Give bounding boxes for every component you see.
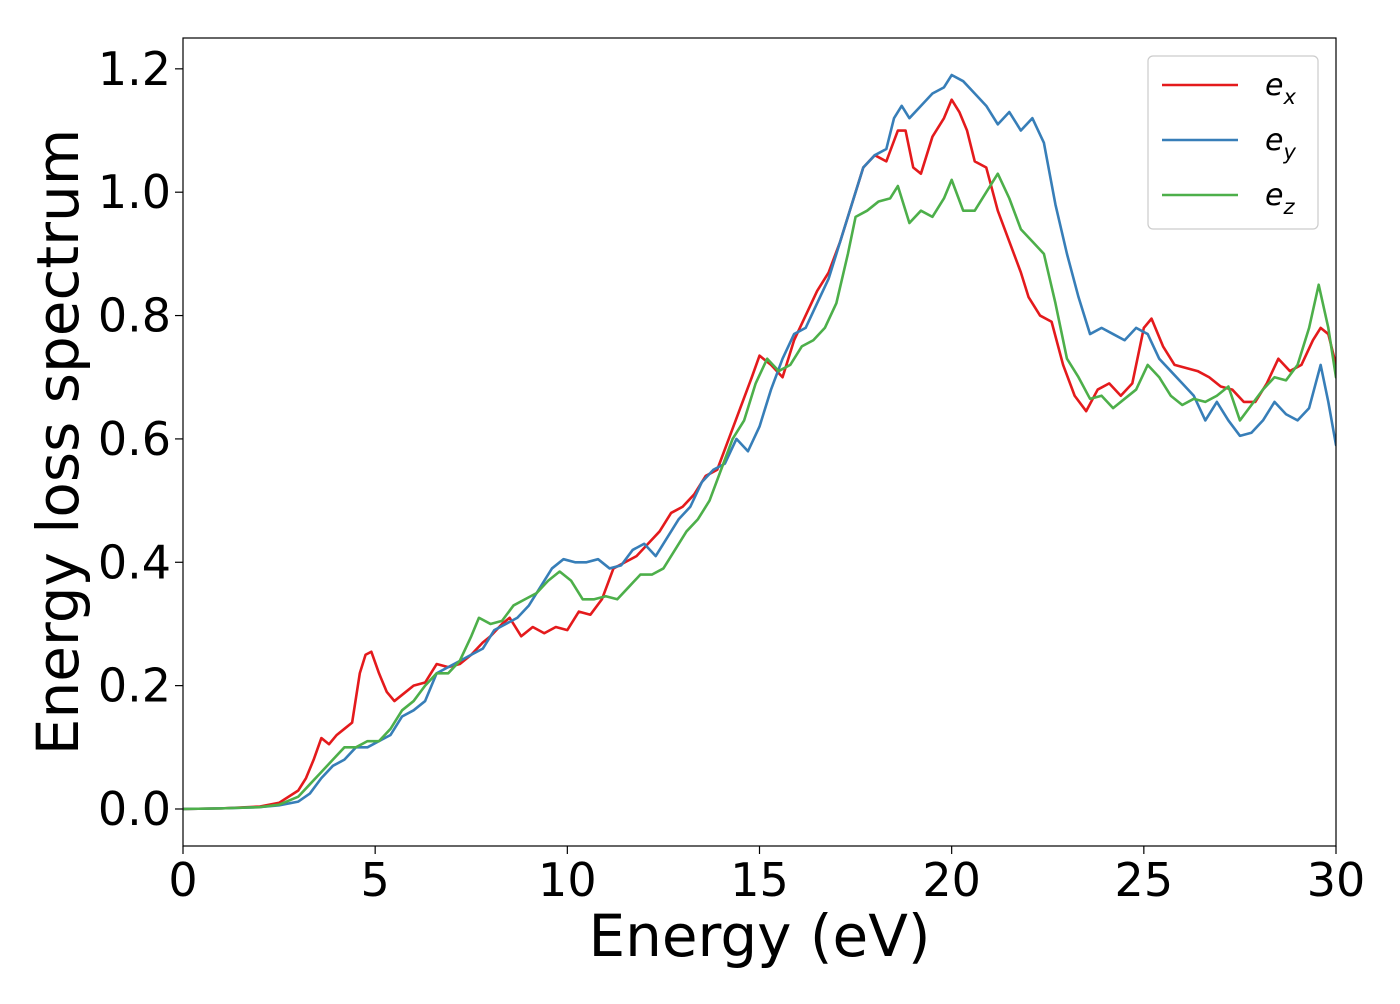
legend-label-subscript: y — [1282, 140, 1296, 164]
x-tick-label: 20 — [922, 853, 981, 907]
legend-label-subscript: z — [1282, 195, 1295, 219]
x-tick-label: 5 — [361, 853, 390, 907]
legend-label-subscript: x — [1282, 85, 1296, 109]
x-axis-ticks: 0 5 10 15 20 25 30 — [168, 846, 1365, 907]
legend-label-base: e — [1265, 178, 1283, 213]
legend-label-y: ey — [1265, 123, 1296, 164]
legend-label-z: ez — [1265, 178, 1295, 219]
x-tick-label: 10 — [538, 853, 597, 907]
legend-label-base: e — [1265, 123, 1283, 158]
legend-label-x: ex — [1265, 68, 1296, 109]
y-tick-label: 1.0 — [98, 165, 171, 219]
series-line-z — [183, 172, 1336, 811]
legend-label-base: e — [1265, 68, 1283, 103]
y-tick-label: 0.0 — [98, 782, 171, 836]
y-axis-ticks: 0.0 0.2 0.4 0.6 0.8 1.0 1.2 — [98, 42, 183, 836]
x-tick-label: 30 — [1307, 853, 1366, 907]
y-axis-title: Energy loss spectrum — [24, 129, 92, 755]
plot-lines — [183, 73, 1336, 811]
x-axis-title: Energy (eV) — [588, 902, 930, 970]
y-tick-label: 1.2 — [98, 42, 171, 96]
x-tick-label: 25 — [1115, 853, 1174, 907]
y-tick-label: 0.6 — [98, 412, 171, 466]
y-tick-label: 0.2 — [98, 659, 171, 713]
y-tick-label: 0.4 — [98, 535, 171, 589]
x-tick-label: 0 — [168, 853, 197, 907]
series-line-x — [183, 98, 1336, 811]
y-tick-label: 0.8 — [98, 289, 171, 343]
x-tick-label: 15 — [730, 853, 789, 907]
legend-box — [1147, 55, 1319, 230]
